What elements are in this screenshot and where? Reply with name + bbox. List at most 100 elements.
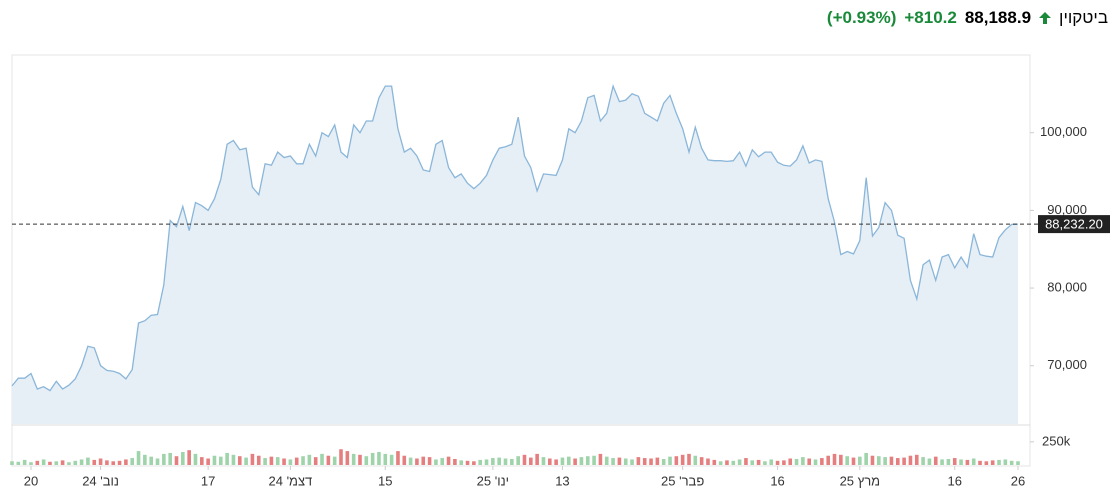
volume-bar [579, 457, 584, 465]
volume-bar [181, 452, 185, 465]
volume-bar [756, 459, 761, 465]
volume-bar [908, 455, 913, 465]
volume-bar [503, 458, 508, 465]
volume-bar [193, 453, 198, 465]
volume-bar [35, 460, 40, 465]
volume-bar [554, 459, 558, 465]
volume-bar [383, 453, 388, 465]
volume-bar [332, 456, 337, 465]
volume-bar [86, 457, 90, 465]
volume-bar [959, 459, 963, 465]
volume-bar [41, 459, 46, 465]
volume-bar [149, 456, 153, 465]
volume-bar [22, 459, 27, 465]
volume-bar [313, 457, 318, 465]
volume-bar [725, 460, 729, 465]
volume-bar [946, 458, 951, 465]
price-area [12, 86, 1018, 424]
volume-bar [820, 458, 824, 465]
x-tick-label: מרץ 25 [840, 473, 881, 488]
volume-bar [921, 457, 925, 465]
volume-bar [858, 456, 862, 465]
volume-bar [895, 458, 900, 465]
volume-bar [668, 456, 672, 465]
volume-bar [674, 456, 679, 465]
volume-bar [244, 457, 248, 465]
volume-bar [250, 453, 255, 465]
volume-bar [851, 457, 856, 465]
volume-bar [636, 457, 641, 465]
volume-bar [98, 458, 103, 465]
x-tick-label: 20 [24, 473, 38, 488]
volume-bar [377, 452, 381, 465]
instrument-name: ביטקוין [1059, 8, 1108, 27]
volume-bar [1003, 459, 1008, 465]
y-tick-label: 70,000 [1047, 357, 1087, 372]
volume-bar [870, 455, 875, 465]
x-tick-label: 15 [378, 473, 392, 488]
volume-bar [1009, 460, 1014, 465]
volume-bar [1016, 461, 1020, 465]
volume-bar [801, 457, 805, 465]
volume-bar [136, 451, 141, 465]
volume-bar [706, 458, 710, 465]
volume-bar [465, 460, 470, 465]
x-tick-label: נוב' 24 [82, 473, 119, 488]
volume-bar [421, 456, 426, 465]
y-tick-label: 100,000 [1040, 124, 1087, 139]
volume-bar [592, 455, 596, 465]
volume-bar [826, 455, 830, 465]
volume-bar [237, 456, 242, 465]
volume-bar [364, 456, 369, 465]
volume-tick-label: 250k [1042, 433, 1071, 448]
volume-bar [301, 456, 305, 465]
volume-bar [111, 461, 116, 465]
volume-bar [497, 457, 501, 465]
volume-bar [143, 454, 147, 465]
volume-bar [788, 458, 793, 465]
volume-bar [782, 460, 786, 465]
volume-bar [339, 449, 343, 465]
volume-bar [320, 453, 324, 465]
volume-bar [408, 457, 413, 465]
volume-bar [794, 458, 799, 465]
volume-bar [775, 460, 780, 465]
volume-bar [206, 458, 210, 465]
volume-bar [832, 453, 837, 465]
volume-bar [642, 458, 647, 465]
volume-bar [478, 459, 483, 465]
volume-bar [16, 461, 21, 465]
volume-bar [472, 461, 476, 465]
volume-bar [427, 457, 432, 465]
volume-bar [731, 460, 736, 465]
volume-bar [687, 453, 691, 465]
volume-bar [750, 460, 755, 465]
header: ביטקוין 88,188.9 +810.2 (+0.93%) [827, 8, 1108, 28]
volume-bar [649, 458, 653, 465]
volume-bar [326, 455, 331, 465]
volume-bar [914, 454, 919, 465]
volume-bar [611, 458, 615, 465]
volume-bar [263, 458, 267, 465]
volume-bar [484, 459, 489, 465]
volume-bar [389, 454, 394, 465]
volume-bar [155, 458, 160, 465]
up-arrow [1039, 12, 1052, 24]
volume-bar [718, 461, 723, 465]
volume-bar [10, 461, 14, 465]
volume-bar [60, 460, 65, 465]
price-line [11, 83, 1019, 392]
volume-bar [585, 456, 590, 465]
volume-bar [864, 452, 868, 465]
x-tick-label: 13 [555, 473, 569, 488]
volume-bar [877, 456, 881, 465]
volume-bar [984, 461, 989, 465]
volume-bar [130, 458, 135, 465]
volume-bar [807, 458, 812, 465]
volume-bar [598, 453, 603, 465]
volume-bar [763, 461, 767, 465]
volume-bar [92, 459, 97, 465]
volume-bar [883, 457, 887, 465]
last-price-box [1038, 215, 1110, 234]
